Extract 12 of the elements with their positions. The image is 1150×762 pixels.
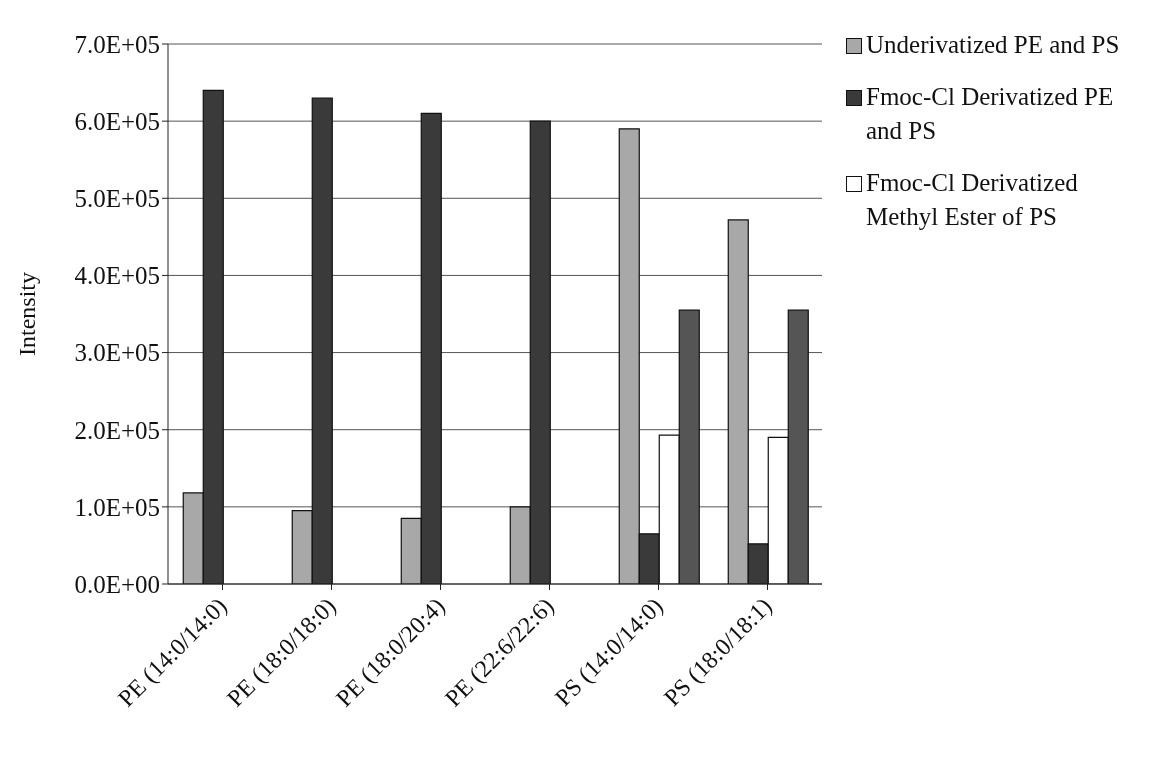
legend-label: Fmoc-Cl Derivatized Methyl Ester of PS xyxy=(866,168,1079,232)
y-tick-label: 0.0E+00 xyxy=(74,570,160,598)
y-tick-label: 2.0E+05 xyxy=(74,416,160,444)
y-axis-title: Intensity xyxy=(13,272,40,356)
y-tick-label: 5.0E+05 xyxy=(74,185,160,213)
y-tick-label: 4.0E+05 xyxy=(74,262,160,290)
y-tick-label: 1.0E+05 xyxy=(74,493,160,521)
y-tick-label: 6.0E+05 xyxy=(74,108,160,136)
y-tick-label: 7.0E+05 xyxy=(74,30,160,58)
y-tick-label: 3.0E+05 xyxy=(74,339,160,367)
legend-label: Fmoc-Cl Derivatized PE and PS xyxy=(866,82,1115,146)
legend-label: Underivatized PE and PS xyxy=(866,30,1120,60)
